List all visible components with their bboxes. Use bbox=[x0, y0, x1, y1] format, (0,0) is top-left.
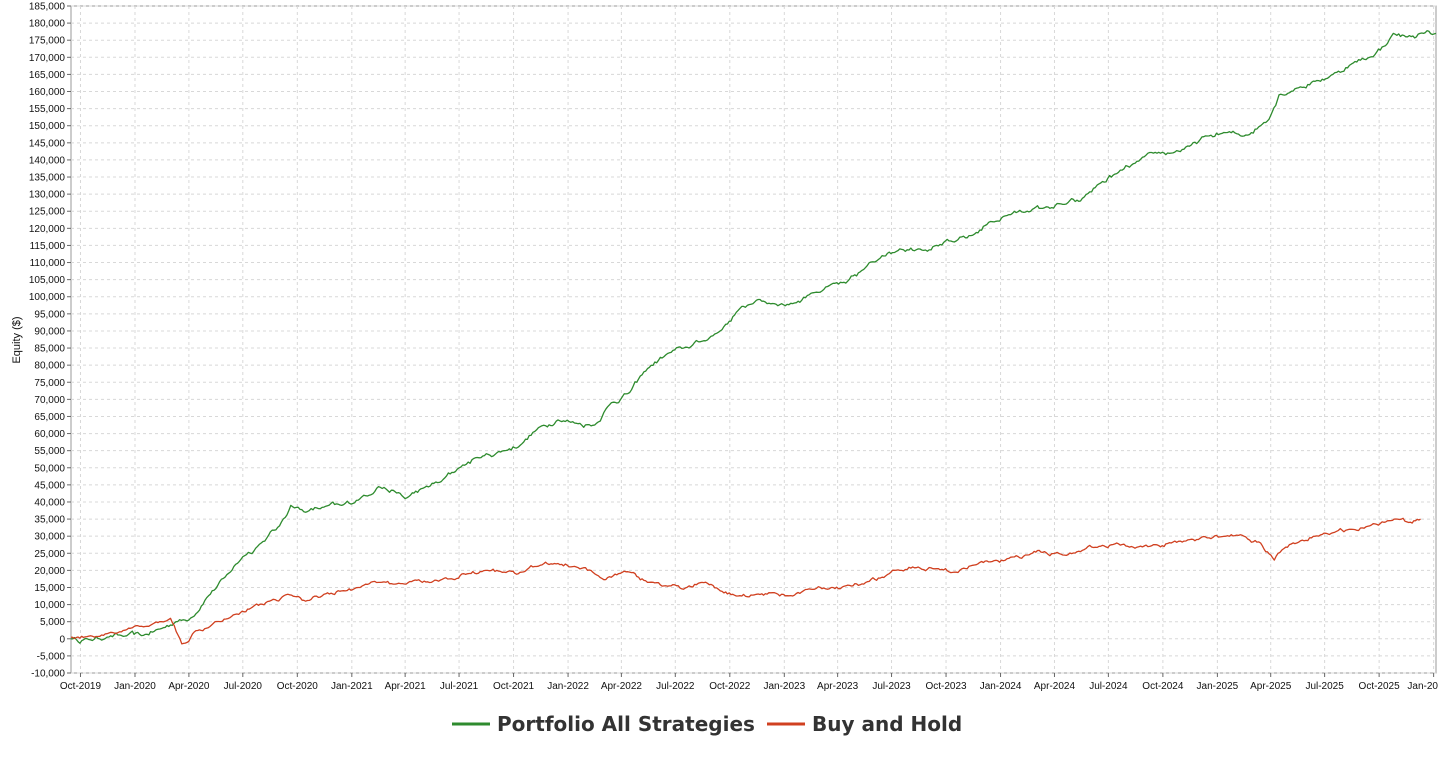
y-tick-label: -10,000 bbox=[31, 669, 65, 680]
y-tick-label: 150,000 bbox=[29, 121, 66, 132]
y-tick-label: 105,000 bbox=[29, 275, 66, 286]
y-tick-label: 25,000 bbox=[34, 549, 65, 560]
y-tick-label: 50,000 bbox=[34, 463, 65, 474]
x-tick-label: Jan-2025 bbox=[1197, 681, 1239, 692]
y-tick-label: 40,000 bbox=[34, 497, 65, 508]
x-tick-label: Oct-2025 bbox=[1359, 681, 1401, 692]
y-tick-label: 135,000 bbox=[29, 173, 66, 184]
y-tick-label: 145,000 bbox=[29, 138, 66, 149]
y-tick-label: 20,000 bbox=[34, 566, 65, 577]
y-tick-label: 90,000 bbox=[34, 326, 65, 337]
series bbox=[70, 30, 1437, 645]
y-tick-label: 130,000 bbox=[29, 190, 66, 201]
y-tick-label: 110,000 bbox=[30, 258, 66, 269]
x-tick-label: Jul-2025 bbox=[1305, 681, 1344, 692]
x-tick-label: Jul-2023 bbox=[872, 681, 911, 692]
x-tick-label: Jul-2024 bbox=[1089, 681, 1128, 692]
y-tick-label: -5,000 bbox=[37, 651, 66, 662]
x-tick-label: Oct-2022 bbox=[709, 681, 751, 692]
legend-label-portfolio: Portfolio All Strategies bbox=[497, 712, 755, 736]
legend: Portfolio All Strategies Buy and Hold bbox=[452, 712, 962, 736]
y-tick-label: 70,000 bbox=[34, 395, 65, 406]
x-tick-label: Jan-2020 bbox=[114, 681, 156, 692]
x-tick-label: Apr-2020 bbox=[168, 681, 210, 692]
y-tick-label: 95,000 bbox=[34, 309, 65, 320]
y-tick-label: 155,000 bbox=[29, 104, 66, 115]
y-tick-label: 140,000 bbox=[29, 155, 66, 166]
x-tick-label: Oct-2020 bbox=[277, 681, 319, 692]
y-tick-label: 165,000 bbox=[29, 70, 66, 81]
y-tick-label: 0 bbox=[59, 634, 65, 645]
x-tick-label: Jul-2022 bbox=[656, 681, 695, 692]
plot-area bbox=[70, 5, 1437, 674]
x-tick-label: Oct-2024 bbox=[1142, 681, 1184, 692]
x-tick-label: Apr-2025 bbox=[1250, 681, 1292, 692]
x-tick-label: Apr-2023 bbox=[817, 681, 859, 692]
x-tick-label: Jul-2021 bbox=[440, 681, 479, 692]
y-tick-label: 35,000 bbox=[34, 515, 65, 526]
x-tick-label: Jan-20 bbox=[1407, 681, 1438, 692]
y-tick-label: 160,000 bbox=[29, 87, 66, 98]
y-tick-label: 60,000 bbox=[34, 429, 65, 440]
y-tick-label: 80,000 bbox=[34, 361, 65, 372]
y-tick-label: 65,000 bbox=[34, 412, 65, 423]
x-tick-label: Jan-2024 bbox=[980, 681, 1022, 692]
y-tick-label: 5,000 bbox=[40, 617, 65, 628]
x-tick-label: Apr-2024 bbox=[1034, 681, 1076, 692]
y-axis-title: Equity ($) bbox=[11, 316, 23, 363]
y-tick-label: 125,000 bbox=[29, 207, 66, 218]
x-tick-label: Oct-2023 bbox=[925, 681, 967, 692]
y-tick-label: 115,000 bbox=[30, 241, 66, 252]
y-tick-label: 120,000 bbox=[29, 224, 66, 235]
y-tick-label: 15,000 bbox=[34, 583, 65, 594]
legend-label-buy-and-hold: Buy and Hold bbox=[812, 712, 962, 736]
x-tick-label: Jul-2020 bbox=[224, 681, 263, 692]
y-tick-label: 30,000 bbox=[34, 532, 65, 543]
x-tick-label: Oct-2019 bbox=[60, 681, 102, 692]
y-tick-label: 45,000 bbox=[34, 480, 65, 491]
x-tick-label: Apr-2022 bbox=[601, 681, 643, 692]
y-tick-label: 100,000 bbox=[29, 292, 66, 303]
x-tick-label: Jan-2021 bbox=[331, 681, 373, 692]
y-tick-label: 75,000 bbox=[34, 378, 65, 389]
y-tick-label: 180,000 bbox=[29, 19, 66, 30]
axes: -10,000 -5,000 0 5,000 10,000 15,000 20,000 25,… bbox=[29, 2, 1439, 693]
x-tick-label: Jan-2022 bbox=[547, 681, 589, 692]
y-tick-label: 185,000 bbox=[29, 2, 66, 13]
y-tick-label: 175,000 bbox=[29, 36, 66, 47]
x-tick-label: Jan-2023 bbox=[763, 681, 805, 692]
x-tick-label: Oct-2021 bbox=[493, 681, 535, 692]
y-tick-label: 170,000 bbox=[29, 53, 66, 64]
y-tick-label: 85,000 bbox=[34, 344, 65, 355]
series-line-portfolio bbox=[71, 30, 1437, 644]
y-tick-label: 10,000 bbox=[34, 600, 65, 611]
x-tick-label: Apr-2021 bbox=[385, 681, 427, 692]
y-tick-label: 55,000 bbox=[34, 446, 65, 457]
series-line-buy-and-hold bbox=[70, 517, 1421, 645]
grid bbox=[70, 5, 1437, 674]
